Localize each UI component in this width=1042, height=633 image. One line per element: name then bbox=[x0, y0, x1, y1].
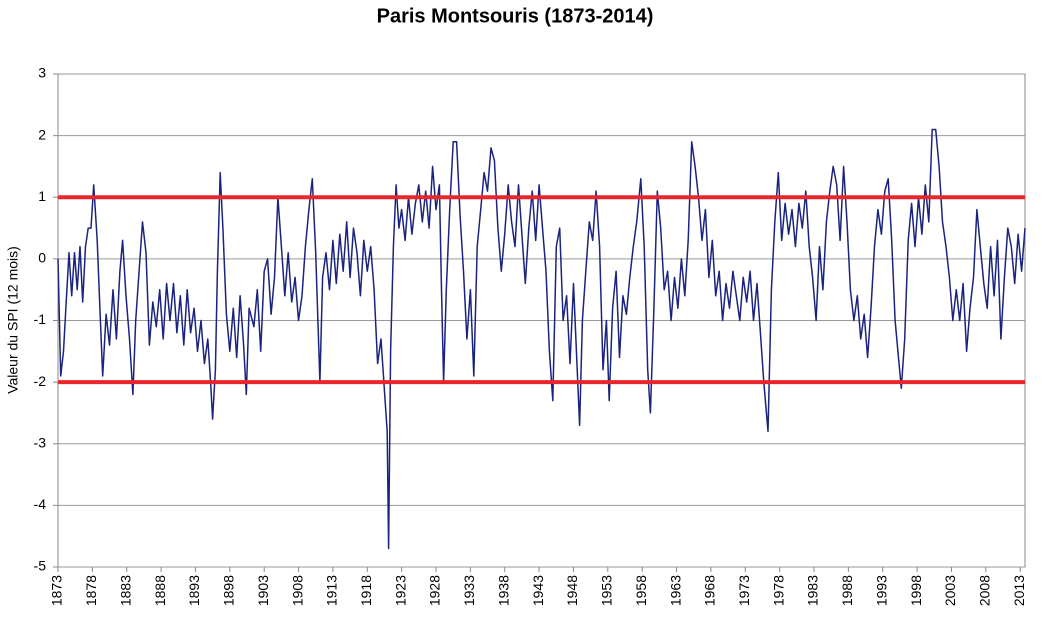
x-tick-label: 1913 bbox=[324, 575, 340, 606]
y-tick-label: -2 bbox=[34, 373, 47, 389]
y-tick-label: 3 bbox=[38, 65, 46, 81]
y-tick-label: -3 bbox=[34, 434, 47, 450]
x-tick-label: 1928 bbox=[427, 575, 443, 606]
x-tick-label: 1903 bbox=[255, 575, 271, 606]
x-tick-label: 2003 bbox=[942, 575, 958, 606]
y-tick-label: -5 bbox=[34, 558, 47, 574]
x-tick-label: 2008 bbox=[977, 575, 993, 606]
x-tick-label: 1878 bbox=[83, 575, 99, 606]
x-tick-label: 1983 bbox=[805, 575, 821, 606]
x-tick-label: 1963 bbox=[667, 575, 683, 606]
x-tick-label: 1978 bbox=[770, 575, 786, 606]
x-tick-label: 1918 bbox=[358, 575, 374, 606]
x-tick-label: 1888 bbox=[152, 575, 168, 606]
y-tick-label: 1 bbox=[38, 188, 46, 204]
x-tick-label: 1998 bbox=[908, 575, 924, 606]
x-tick-label: 1883 bbox=[117, 575, 133, 606]
y-tick-label: 2 bbox=[38, 126, 46, 142]
x-tick-label: 1943 bbox=[530, 575, 546, 606]
x-tick-label: 1958 bbox=[633, 575, 649, 606]
x-tick-label: 1973 bbox=[736, 575, 752, 606]
x-tick-label: 1968 bbox=[702, 575, 718, 606]
x-tick-label: 1993 bbox=[873, 575, 889, 606]
x-tick-label: 1923 bbox=[392, 575, 408, 606]
x-tick-label: 1953 bbox=[599, 575, 615, 606]
chart-title: Paris Montsouris (1873-2014) bbox=[377, 5, 654, 27]
x-tick-label: 1988 bbox=[839, 575, 855, 606]
x-tick-label: 1933 bbox=[461, 575, 477, 606]
x-tick-label: 1898 bbox=[221, 575, 237, 606]
y-tick-label: 0 bbox=[38, 250, 46, 266]
x-tick-label: 1948 bbox=[564, 575, 580, 606]
x-tick-label: 1908 bbox=[289, 575, 305, 606]
y-tick-label: -1 bbox=[34, 311, 47, 327]
x-tick-label: 1893 bbox=[186, 575, 202, 606]
x-tick-label: 1873 bbox=[49, 575, 65, 606]
x-tick-label: 1938 bbox=[495, 575, 511, 606]
x-tick-label: 2013 bbox=[1011, 575, 1027, 606]
y-tick-label: -4 bbox=[34, 496, 47, 512]
y-axis-label: Valeur du SPI (12 mois) bbox=[5, 246, 21, 394]
